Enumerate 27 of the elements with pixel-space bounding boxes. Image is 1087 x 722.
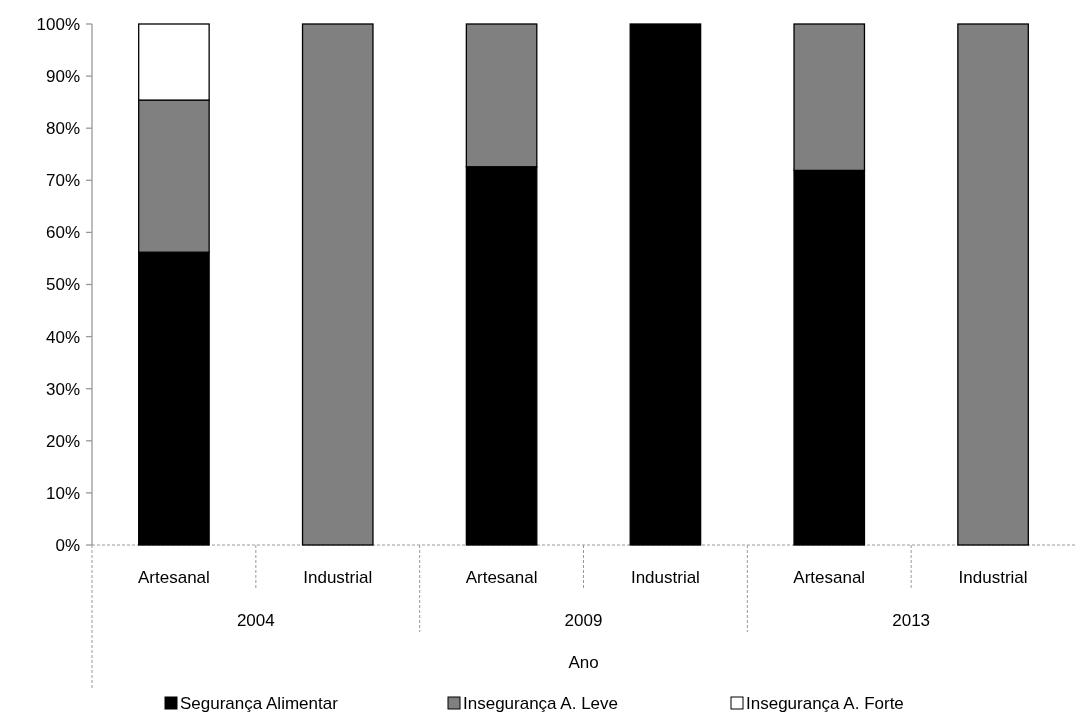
x-axis-title: Ano <box>568 652 599 672</box>
y-tick-label: 60% <box>45 223 80 243</box>
legend-label: Segurança Alimentar <box>180 693 339 713</box>
x-tick-label: Industrial <box>303 567 373 587</box>
y-tick-label: 20% <box>45 431 80 451</box>
x-tick-label: Artesanal <box>138 567 210 587</box>
bar <box>957 23 1029 546</box>
y-tick-label: 70% <box>45 171 80 191</box>
y-tick-label: 10% <box>45 483 80 503</box>
x-tick-label: Industrial <box>958 567 1028 587</box>
y-tick-label: 40% <box>45 327 80 347</box>
y-tick-label: 80% <box>45 119 80 139</box>
y-tick-label: 90% <box>45 67 80 87</box>
x-tick-label: Industrial <box>630 567 700 587</box>
x-tick-label: Artesanal <box>465 567 538 587</box>
y-tick-label: 100% <box>36 14 80 34</box>
y-tick-label: 30% <box>45 379 80 399</box>
bar <box>301 23 374 546</box>
x-tick-label: Artesanal <box>793 567 866 587</box>
y-tick-label: 0% <box>55 535 80 555</box>
text: 2013 <box>892 610 931 630</box>
text: 2009 <box>564 610 603 630</box>
y-tick-label: 50% <box>45 275 80 295</box>
legend-label: Insegurança A. Forte <box>746 693 904 713</box>
legend-label: Insegurança A. Leve <box>463 693 619 713</box>
bar <box>629 23 702 546</box>
text: 2004 <box>236 610 275 630</box>
